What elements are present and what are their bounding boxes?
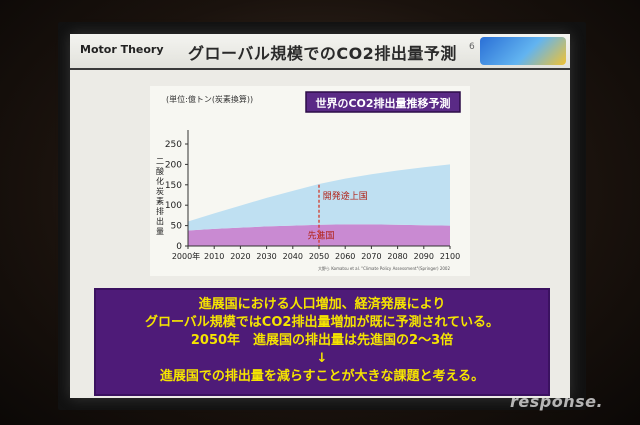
- chart-title: 世界のCO2排出量推移予測: [315, 96, 450, 110]
- message-line: 進展国における人口増加、経済発展により: [198, 297, 446, 312]
- y-axis-label-char: 排: [156, 206, 164, 216]
- x-tick-label: 2080: [387, 252, 407, 261]
- chart-panel: 世界のCO2排出量推移予測 (単位:億トン(炭素換算)) 先進国 開発途上国 0 50 10…: [150, 86, 470, 276]
- series-label-developed: 先進国: [307, 230, 334, 242]
- slide-title: グローバル規模でのCO2排出量予測: [188, 44, 457, 63]
- source-note: 大野ら Komatsu et al. "Climate Policy Asses…: [318, 265, 451, 271]
- message-box: 進展国における人口増加、経済発展により グローバル規模ではCO2排出量増加が既に…: [94, 288, 550, 396]
- y-axis-label-char: 炭: [156, 187, 164, 196]
- y-axis-label-char: 化: [156, 176, 164, 186]
- message-line: 進展国での排出量を減らすことが大きな課題と考える。: [159, 369, 485, 384]
- event-logo: [480, 37, 566, 65]
- unit-label: (単位:億トン(炭素換算)): [166, 94, 253, 104]
- x-tick-label: 2040: [283, 252, 303, 261]
- x-tick-label: 2090: [414, 252, 434, 261]
- x-tick-label: 2100: [440, 252, 460, 261]
- x-tick-label: 2030: [256, 252, 276, 261]
- co2-area-chart: 世界のCO2排出量推移予測 (単位:億トン(炭素換算)) 先進国 開発途上国 0 50 10…: [156, 91, 461, 271]
- message-line: グローバル規模ではCO2排出量増加が既に予測されている。: [144, 315, 500, 330]
- x-tick-label: 2000年: [172, 251, 200, 261]
- message-arrow: ↓: [316, 351, 328, 366]
- x-tick-label: 2070: [361, 252, 381, 261]
- slide-header: Motor Theory グローバル規模でのCO2排出量予測 6: [70, 34, 570, 70]
- x-tick-label: 2050: [309, 252, 329, 261]
- y-axis-label-char: 素: [156, 196, 164, 206]
- series-label-developing: 開発途上国: [323, 190, 368, 202]
- y-tick-label: 200: [165, 160, 182, 170]
- x-tick-label: 2020: [230, 252, 250, 261]
- chart-title-banner: [305, 91, 461, 113]
- slide: Motor Theory グローバル規模でのCO2排出量予測 6 世界のCO2排…: [70, 34, 570, 398]
- y-tick-label: 0: [176, 242, 182, 252]
- page-number: 6: [469, 42, 475, 52]
- y-tick-label: 100: [165, 201, 182, 211]
- y-axis-label-char: 出: [156, 216, 164, 226]
- y-axis-label-char: 二: [156, 157, 164, 166]
- brand-label: Motor Theory: [80, 43, 164, 56]
- response-watermark: response.: [510, 392, 604, 411]
- y-tick-label: 150: [165, 181, 182, 191]
- x-tick-label: 2010: [204, 252, 224, 261]
- y-axis-label-char: 量: [156, 227, 164, 236]
- message-line: 2050年 進展国の排出量は先進国の2～3倍: [190, 333, 454, 348]
- y-tick-label: 250: [165, 140, 182, 150]
- x-tick-label: 2060: [335, 252, 355, 261]
- y-axis-label-char: 酸: [156, 166, 164, 176]
- y-tick-label: 50: [171, 222, 183, 232]
